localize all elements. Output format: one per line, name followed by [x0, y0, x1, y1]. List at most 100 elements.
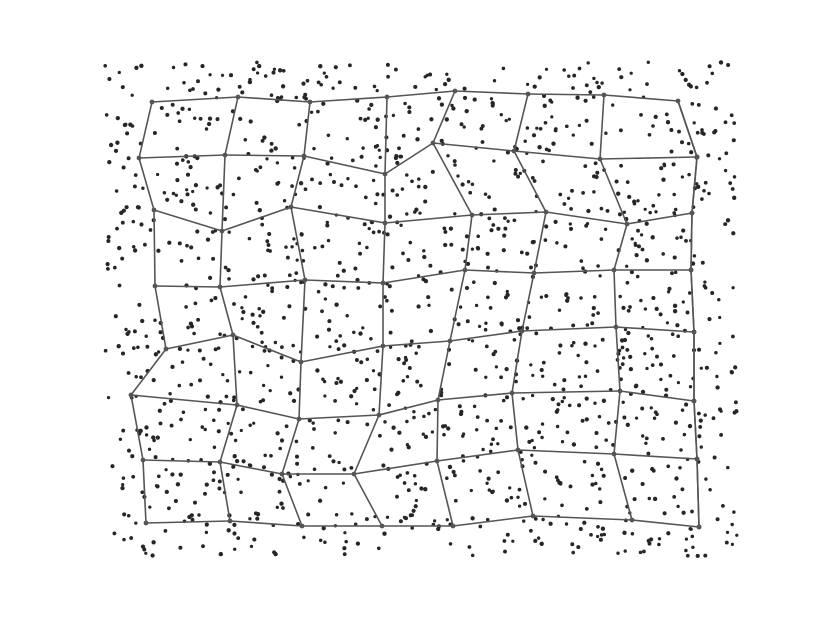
- scatter-point: [579, 296, 583, 300]
- scatter-point: [189, 513, 194, 518]
- scatter-point: [132, 184, 137, 189]
- scatter-point: [595, 461, 601, 466]
- scatter-point: [529, 363, 533, 367]
- scatter-point: [364, 517, 369, 522]
- scatter-point: [447, 464, 453, 470]
- mesh-edge-vertical: [130, 348, 167, 396]
- scatter-point: [625, 280, 630, 285]
- scatter-point: [448, 226, 454, 231]
- scatter-point: [364, 378, 369, 383]
- mesh-edge-vertical: [281, 473, 303, 527]
- scatter-point: [714, 350, 718, 355]
- scatter-point: [516, 495, 520, 499]
- scatter-point: [632, 199, 637, 204]
- scatter-point: [336, 347, 341, 352]
- scatter-point: [292, 237, 296, 241]
- scatter-point: [112, 531, 117, 536]
- scatter-point: [499, 418, 504, 423]
- scatter-point: [324, 74, 329, 79]
- scatter-point: [676, 380, 681, 385]
- scatter-point: [602, 532, 607, 537]
- scatter-point: [338, 334, 342, 338]
- scatter-point: [260, 340, 264, 345]
- scatter-point: [672, 309, 678, 314]
- scatter-point: [662, 163, 667, 168]
- scatter-point: [181, 410, 186, 414]
- scatter-point: [243, 138, 248, 142]
- scatter-point: [205, 394, 210, 399]
- scatter-point: [285, 284, 290, 290]
- scatter-point: [107, 76, 112, 82]
- scatter-point: [126, 156, 131, 161]
- scatter-point: [456, 322, 461, 327]
- scatter-point: [654, 306, 659, 312]
- scatter-point: [630, 532, 635, 536]
- scatter-point: [255, 516, 260, 521]
- scatter-point: [690, 102, 695, 106]
- scatter-point: [672, 192, 676, 197]
- scatter-point: [262, 273, 267, 278]
- mesh-vertex: [380, 280, 386, 286]
- scatter-point: [121, 208, 126, 213]
- scatter-point: [541, 159, 545, 164]
- scatter-point: [653, 410, 658, 415]
- scatter-point: [405, 375, 410, 379]
- scatter-point: [158, 330, 163, 335]
- scatter-point: [604, 131, 608, 135]
- scatter-point: [696, 102, 701, 107]
- scatter-point: [248, 423, 252, 427]
- scatter-point: [464, 234, 469, 239]
- scatter-point: [336, 376, 340, 381]
- scatter-point: [117, 283, 122, 288]
- scatter-point: [270, 289, 274, 294]
- scatter-point: [153, 352, 159, 357]
- scatter-point: [522, 519, 526, 523]
- scatter-point: [421, 432, 425, 436]
- scatter-point: [371, 178, 376, 183]
- scatter-point: [726, 465, 730, 470]
- scatter-point: [617, 348, 622, 353]
- scatter-point: [626, 308, 631, 313]
- scatter-point: [345, 314, 349, 318]
- scatter-point: [578, 526, 583, 532]
- scatter-point: [128, 122, 133, 127]
- scatter-point: [644, 441, 648, 446]
- scatter-point: [169, 423, 174, 428]
- scatter-point: [458, 305, 463, 309]
- scatter-point: [715, 374, 719, 379]
- scatter-point: [123, 122, 128, 127]
- scatter-point: [503, 226, 508, 231]
- scatter-point: [232, 454, 237, 459]
- mesh-edge-horizontal: [436, 449, 519, 462]
- scatter-point: [614, 179, 619, 184]
- scatter-point: [446, 426, 451, 431]
- scatter-point: [485, 517, 490, 522]
- scatter-point: [279, 438, 285, 443]
- scatter-point: [177, 346, 183, 351]
- scatter-point: [491, 437, 495, 442]
- scatter-point: [163, 529, 168, 533]
- scatter-point: [555, 241, 559, 245]
- scatter-point: [717, 297, 721, 302]
- scatter-point: [496, 226, 501, 231]
- mesh-edge-horizontal: [615, 326, 695, 333]
- scatter-point: [427, 411, 431, 416]
- scatter-point: [733, 400, 738, 405]
- mesh-vertex: [140, 457, 146, 463]
- scatter-point: [590, 473, 595, 478]
- scatter-point: [134, 65, 139, 70]
- scatter-point: [517, 487, 522, 492]
- scatter-point: [593, 161, 598, 166]
- scatter-point: [295, 258, 299, 262]
- mesh-edge-vertical: [599, 94, 605, 160]
- scatter-point: [628, 366, 634, 372]
- scatter-point: [395, 494, 399, 499]
- scatter-point: [579, 259, 584, 263]
- scatter-point: [583, 164, 588, 169]
- mesh-edge-vertical: [138, 101, 153, 159]
- scatter-point: [136, 205, 141, 210]
- scatter-point: [520, 458, 524, 462]
- scatter-point: [686, 141, 691, 146]
- scatter-point: [200, 64, 205, 69]
- mesh-edge-horizontal: [382, 269, 466, 284]
